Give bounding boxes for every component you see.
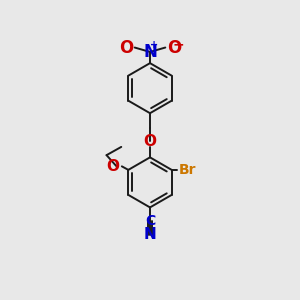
Text: C: C <box>145 214 155 228</box>
Text: +: + <box>150 40 158 50</box>
Text: O: O <box>119 38 133 56</box>
Text: O: O <box>106 159 119 174</box>
Text: −: − <box>173 37 184 51</box>
Text: N: N <box>144 227 156 242</box>
Text: Br: Br <box>178 163 196 177</box>
Text: O: O <box>143 134 157 149</box>
Text: O: O <box>167 38 181 56</box>
Text: N: N <box>143 43 157 61</box>
